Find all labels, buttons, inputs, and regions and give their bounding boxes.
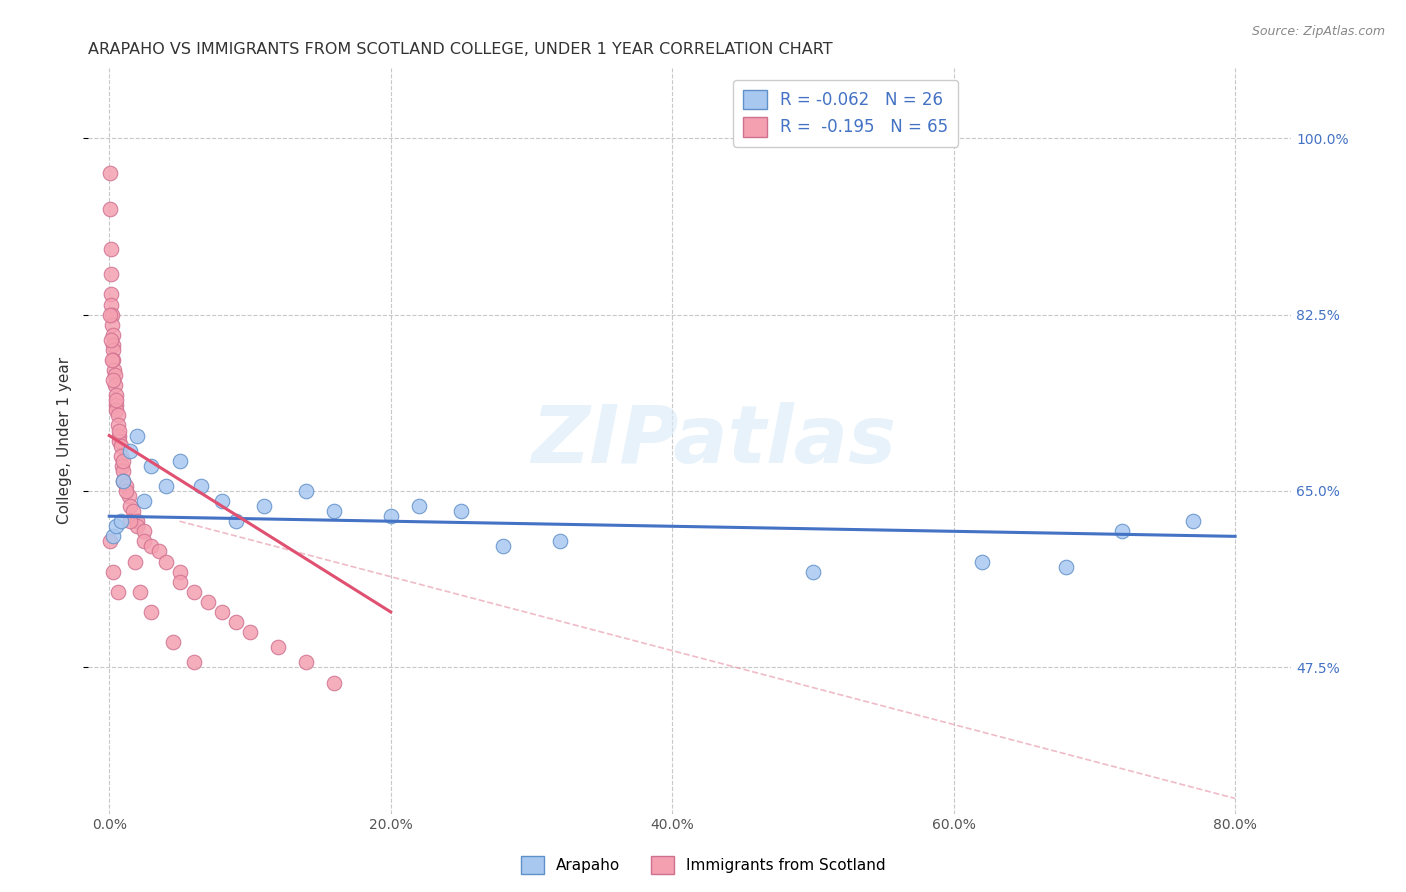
Point <box>100 297 122 311</box>
Point <box>239 625 262 640</box>
Point <box>100 287 122 301</box>
Point <box>104 388 127 402</box>
Point <box>112 464 135 478</box>
Point <box>98 308 121 322</box>
Point <box>323 504 346 518</box>
Point <box>103 353 125 368</box>
Point <box>122 504 145 518</box>
Point <box>323 675 346 690</box>
Point <box>801 565 824 579</box>
Point <box>169 574 191 589</box>
Point <box>110 449 132 463</box>
Point <box>110 439 132 453</box>
Point <box>148 544 170 558</box>
Point <box>183 656 205 670</box>
Point <box>105 398 128 412</box>
Point <box>108 428 131 442</box>
Text: ZIPatlas: ZIPatlas <box>531 401 896 480</box>
Point <box>110 514 132 528</box>
Point <box>970 555 993 569</box>
Point <box>103 363 125 377</box>
Point <box>124 555 146 569</box>
Point <box>211 605 233 619</box>
Point <box>408 499 430 513</box>
Point <box>120 499 142 513</box>
Point <box>127 514 149 528</box>
Point <box>111 458 134 473</box>
Point <box>101 327 124 342</box>
Point <box>492 540 515 554</box>
Point <box>118 489 141 503</box>
Point <box>108 434 131 448</box>
Point <box>105 403 128 417</box>
Point <box>104 378 127 392</box>
Point <box>141 458 163 473</box>
Point <box>101 308 124 322</box>
Legend: R = -0.062   N = 26, R =  -0.195   N = 65: R = -0.062 N = 26, R = -0.195 N = 65 <box>734 79 957 146</box>
Y-axis label: College, Under 1 year: College, Under 1 year <box>58 357 72 524</box>
Point <box>112 454 135 468</box>
Point <box>197 595 219 609</box>
Point <box>380 509 402 524</box>
Point <box>107 418 129 433</box>
Point <box>107 409 129 423</box>
Point <box>100 333 122 347</box>
Point <box>120 514 142 528</box>
Point <box>134 494 156 508</box>
Point <box>1111 524 1133 539</box>
Point <box>100 242 122 256</box>
Text: Source: ZipAtlas.com: Source: ZipAtlas.com <box>1251 25 1385 38</box>
Point <box>211 494 233 508</box>
Point <box>225 615 247 629</box>
Text: ARAPAHO VS IMMIGRANTS FROM SCOTLAND COLLEGE, UNDER 1 YEAR CORRELATION CHART: ARAPAHO VS IMMIGRANTS FROM SCOTLAND COLL… <box>89 42 832 57</box>
Legend: Arapaho, Immigrants from Scotland: Arapaho, Immigrants from Scotland <box>515 850 891 880</box>
Point <box>127 519 149 533</box>
Point <box>1054 559 1077 574</box>
Point <box>295 656 318 670</box>
Point <box>120 443 142 458</box>
Point <box>103 343 125 357</box>
Point <box>103 529 125 543</box>
Point <box>104 368 127 382</box>
Point <box>127 428 149 442</box>
Point <box>450 504 472 518</box>
Point <box>295 483 318 498</box>
Point <box>112 474 135 488</box>
Point <box>98 202 121 216</box>
Point <box>100 267 122 281</box>
Point <box>105 393 128 408</box>
Point <box>141 540 163 554</box>
Point <box>169 565 191 579</box>
Point <box>183 584 205 599</box>
Point <box>101 338 124 352</box>
Point <box>115 483 138 498</box>
Point <box>253 499 276 513</box>
Point <box>225 514 247 528</box>
Point <box>108 424 131 438</box>
Point <box>141 605 163 619</box>
Point <box>103 373 125 387</box>
Point <box>115 479 138 493</box>
Point <box>155 479 177 493</box>
Point <box>103 565 125 579</box>
Point <box>112 474 135 488</box>
Point <box>101 318 124 332</box>
Point <box>101 353 124 368</box>
Point <box>134 524 156 539</box>
Point <box>105 519 128 533</box>
Point <box>155 555 177 569</box>
Point <box>267 640 290 655</box>
Point <box>98 166 121 180</box>
Point <box>190 479 212 493</box>
Point <box>134 534 156 549</box>
Point <box>162 635 184 649</box>
Point <box>548 534 571 549</box>
Point <box>169 454 191 468</box>
Point <box>98 534 121 549</box>
Point <box>129 584 152 599</box>
Point <box>107 584 129 599</box>
Point <box>1181 514 1204 528</box>
